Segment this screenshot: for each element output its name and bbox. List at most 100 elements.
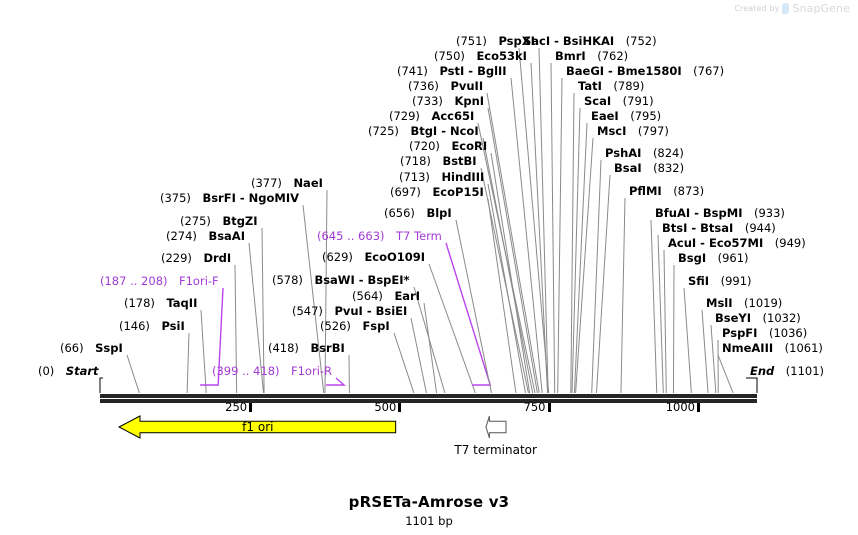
restriction-site-label[interactable]: (146) PsiI bbox=[119, 320, 185, 333]
restriction-site-label[interactable]: MscI (797) bbox=[597, 125, 669, 138]
site-name-label: KpnI bbox=[454, 94, 485, 108]
plasmid-size-label: 1101 bp bbox=[405, 514, 453, 528]
restriction-site-label[interactable]: (564) EarI bbox=[352, 290, 420, 303]
ruler-tick-mark-icon bbox=[697, 403, 700, 412]
snapgene-flag-icon bbox=[782, 3, 790, 14]
site-position-label: (741) bbox=[397, 64, 428, 78]
restriction-site-label[interactable]: (399 .. 418) F1ori-R bbox=[212, 365, 332, 378]
restriction-site-label[interactable]: (578) BsaWI - BspEI* bbox=[272, 274, 410, 287]
restriction-site-label[interactable]: (741) PstI - BglII bbox=[397, 65, 507, 78]
ruler-tick-label: 750 bbox=[523, 400, 546, 414]
site-name-label: HindIII bbox=[441, 170, 485, 184]
restriction-site-label[interactable]: BtsI - BtsaI (944) bbox=[662, 222, 776, 235]
restriction-site-label[interactable]: (418) BsrBI bbox=[268, 342, 345, 355]
restriction-site-label[interactable]: BsgI (961) bbox=[678, 252, 749, 265]
restriction-site-label[interactable]: BmrI (762) bbox=[555, 50, 628, 63]
site-position-label: (645 .. 663) bbox=[317, 229, 385, 243]
ruler-tick-label-layer: 250 500 750 1000 bbox=[0, 400, 858, 418]
site-name-label: T7 Term bbox=[396, 229, 442, 243]
site-position-label: (797) bbox=[637, 124, 669, 138]
restriction-site-label[interactable]: (187 .. 208) F1ori-F bbox=[100, 275, 219, 288]
site-position-label: (229) bbox=[161, 251, 192, 265]
feature-arrow[interactable]: f1 ori bbox=[118, 415, 397, 439]
site-position-label: (629) bbox=[322, 250, 353, 264]
site-position-label: (146) bbox=[119, 319, 150, 333]
restriction-site-label[interactable]: (229) DrdI bbox=[161, 252, 231, 265]
title-block: pRSETa-Amrose v3 1101 bp bbox=[0, 493, 858, 528]
restriction-site-label[interactable]: (275) BtgZI bbox=[180, 215, 258, 228]
restriction-site-label[interactable]: PshAI (824) bbox=[605, 147, 684, 160]
restriction-site-label[interactable]: BsaI (832) bbox=[614, 162, 684, 175]
restriction-site-label[interactable]: MslI (1019) bbox=[706, 297, 782, 310]
site-position-label: (933) bbox=[753, 206, 785, 220]
restriction-site-label[interactable]: SfiI (991) bbox=[688, 275, 752, 288]
site-position-label: (418) bbox=[268, 341, 299, 355]
restriction-site-label[interactable]: (736) PvuII bbox=[408, 80, 483, 93]
site-name-label: EarI bbox=[394, 289, 421, 303]
feature-name-label: f1 ori bbox=[242, 420, 274, 434]
restriction-site-label[interactable]: (377) NaeI bbox=[251, 177, 323, 190]
restriction-site-label[interactable]: End (1101) bbox=[750, 365, 824, 378]
restriction-site-label[interactable]: NmeAIII (1061) bbox=[722, 342, 823, 355]
site-position-label: (725) bbox=[368, 124, 399, 138]
restriction-site-label[interactable]: (713) HindIII bbox=[399, 171, 484, 184]
restriction-site-label[interactable]: (697) EcoP15I bbox=[390, 186, 484, 199]
site-position-label: (275) bbox=[180, 214, 211, 228]
restriction-site-label[interactable]: BaeGI - Bme1580I (767) bbox=[566, 65, 724, 78]
restriction-site-label[interactable]: BseYI (1032) bbox=[715, 312, 801, 325]
restriction-site-label[interactable]: (750) Eco53kI bbox=[434, 50, 527, 63]
site-name-label: End bbox=[750, 364, 775, 378]
restriction-site-label[interactable]: (656) BlpI bbox=[384, 207, 452, 220]
restriction-site-label[interactable]: (0) Start bbox=[38, 365, 99, 378]
site-name-label: EcoO109I bbox=[364, 250, 426, 264]
site-position-label: (0) bbox=[38, 364, 55, 378]
restriction-site-label[interactable]: (547) PvuI - BsiEI bbox=[292, 305, 407, 318]
site-position-label: (1036) bbox=[768, 326, 808, 340]
site-name-label: DrdI bbox=[203, 251, 232, 265]
site-position-label: (949) bbox=[774, 236, 806, 250]
site-name-label: EaeI bbox=[591, 109, 619, 123]
restriction-site-label[interactable]: (274) BsaAI bbox=[166, 230, 245, 243]
site-position-label: (547) bbox=[292, 304, 323, 318]
ruler-tick-label: 250 bbox=[225, 400, 248, 414]
site-name-label: PstI - BglII bbox=[439, 64, 507, 78]
site-name-label: SspI bbox=[95, 341, 123, 355]
restriction-site-label[interactable]: (718) BstBI bbox=[400, 155, 477, 168]
site-position-label: (751) bbox=[456, 34, 487, 48]
restriction-site-label[interactable]: (645 .. 663) T7 Term bbox=[317, 230, 442, 243]
site-name-label: SacI - BsiHKAI bbox=[523, 34, 615, 48]
restriction-site-label[interactable]: (375) BsrFI - NgoMIV bbox=[160, 192, 299, 205]
restriction-site-label[interactable]: (526) FspI bbox=[320, 320, 390, 333]
site-name-label: BtsI - BtsaI bbox=[662, 221, 734, 235]
feature-arrow[interactable] bbox=[485, 415, 507, 439]
site-name-label: Start bbox=[65, 364, 99, 378]
restriction-site-label[interactable]: EaeI (795) bbox=[591, 110, 661, 123]
site-position-label: (697) bbox=[390, 185, 421, 199]
site-name-label: TaqII bbox=[166, 296, 198, 310]
restriction-site-label[interactable]: TatI (789) bbox=[578, 80, 644, 93]
page-title: pRSETa-Amrose v3 bbox=[348, 493, 510, 511]
restriction-site-label[interactable]: (178) TaqII bbox=[124, 297, 197, 310]
restriction-site-label[interactable]: PspFI (1036) bbox=[722, 327, 807, 340]
restriction-site-label[interactable]: (66) SspI bbox=[60, 342, 123, 355]
restriction-site-label[interactable]: (629) EcoO109I bbox=[322, 251, 425, 264]
restriction-site-label[interactable]: (725) BtgI - NcoI bbox=[368, 125, 479, 138]
restriction-site-label[interactable]: SacI - BsiHKAI (752) bbox=[523, 35, 657, 48]
restriction-site-label[interactable]: AcuI - Eco57MI (949) bbox=[668, 237, 806, 250]
restriction-site-label[interactable]: PflMI (873) bbox=[629, 185, 704, 198]
site-position-label: (750) bbox=[434, 49, 465, 63]
site-position-label: (1032) bbox=[762, 311, 801, 325]
restriction-site-label[interactable]: ScaI (791) bbox=[584, 95, 654, 108]
restriction-site-label[interactable]: (751) PspXI bbox=[456, 35, 535, 48]
restriction-site-label[interactable]: (729) Acc65I bbox=[389, 110, 474, 123]
site-position-label: (1019) bbox=[744, 296, 783, 310]
site-name-label: PspXI bbox=[498, 34, 535, 48]
site-name-label: TatI bbox=[578, 79, 602, 93]
site-name-label: Eco53kI bbox=[476, 49, 527, 63]
restriction-site-label[interactable]: (720) EcoRI bbox=[409, 140, 487, 153]
site-name-label: NaeI bbox=[293, 176, 323, 190]
restriction-site-label[interactable]: BfuAI - BspMI (933) bbox=[655, 207, 785, 220]
restriction-site-label[interactable]: (733) KpnI bbox=[412, 95, 484, 108]
site-name-label: BsrBI bbox=[310, 341, 345, 355]
